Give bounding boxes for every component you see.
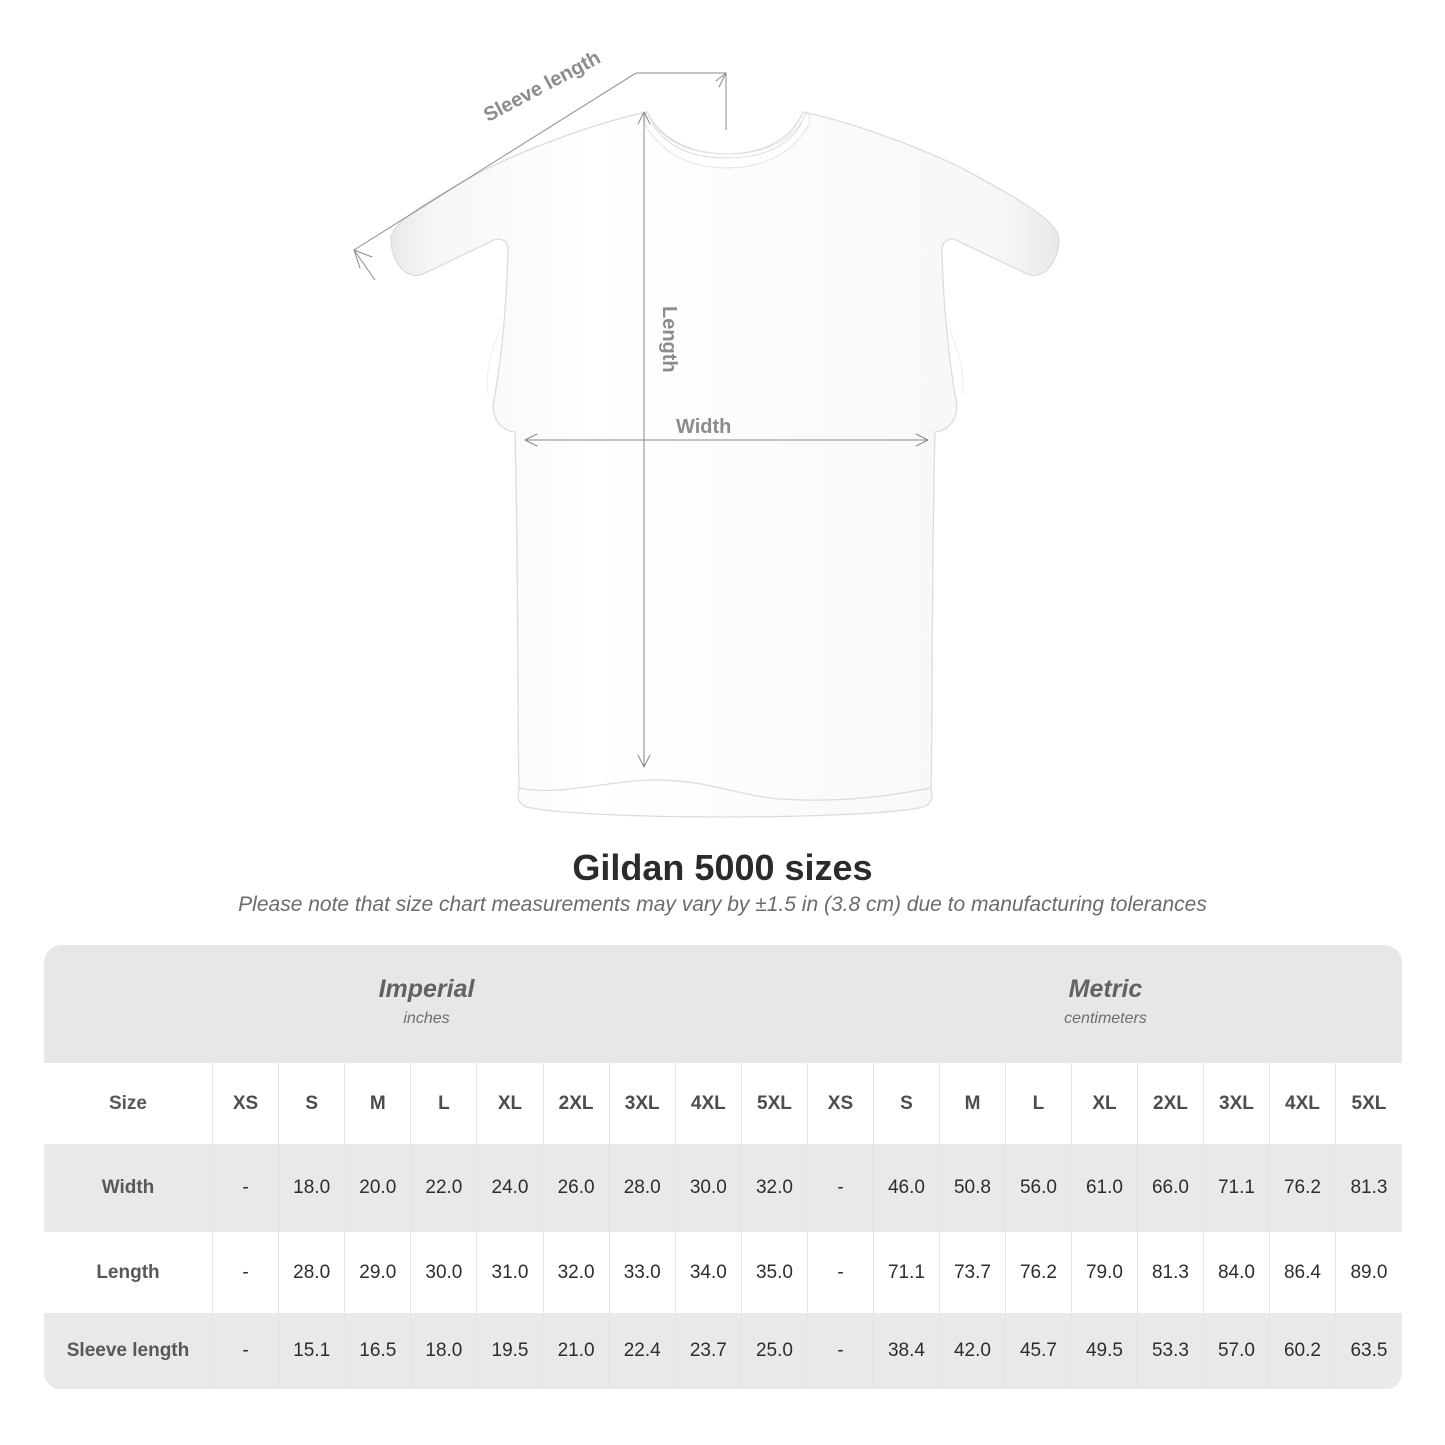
svg-text:Width: Width xyxy=(676,416,731,438)
svg-text:Length: Length xyxy=(658,306,680,373)
svg-text:Sleeve length: Sleeve length xyxy=(480,47,604,127)
